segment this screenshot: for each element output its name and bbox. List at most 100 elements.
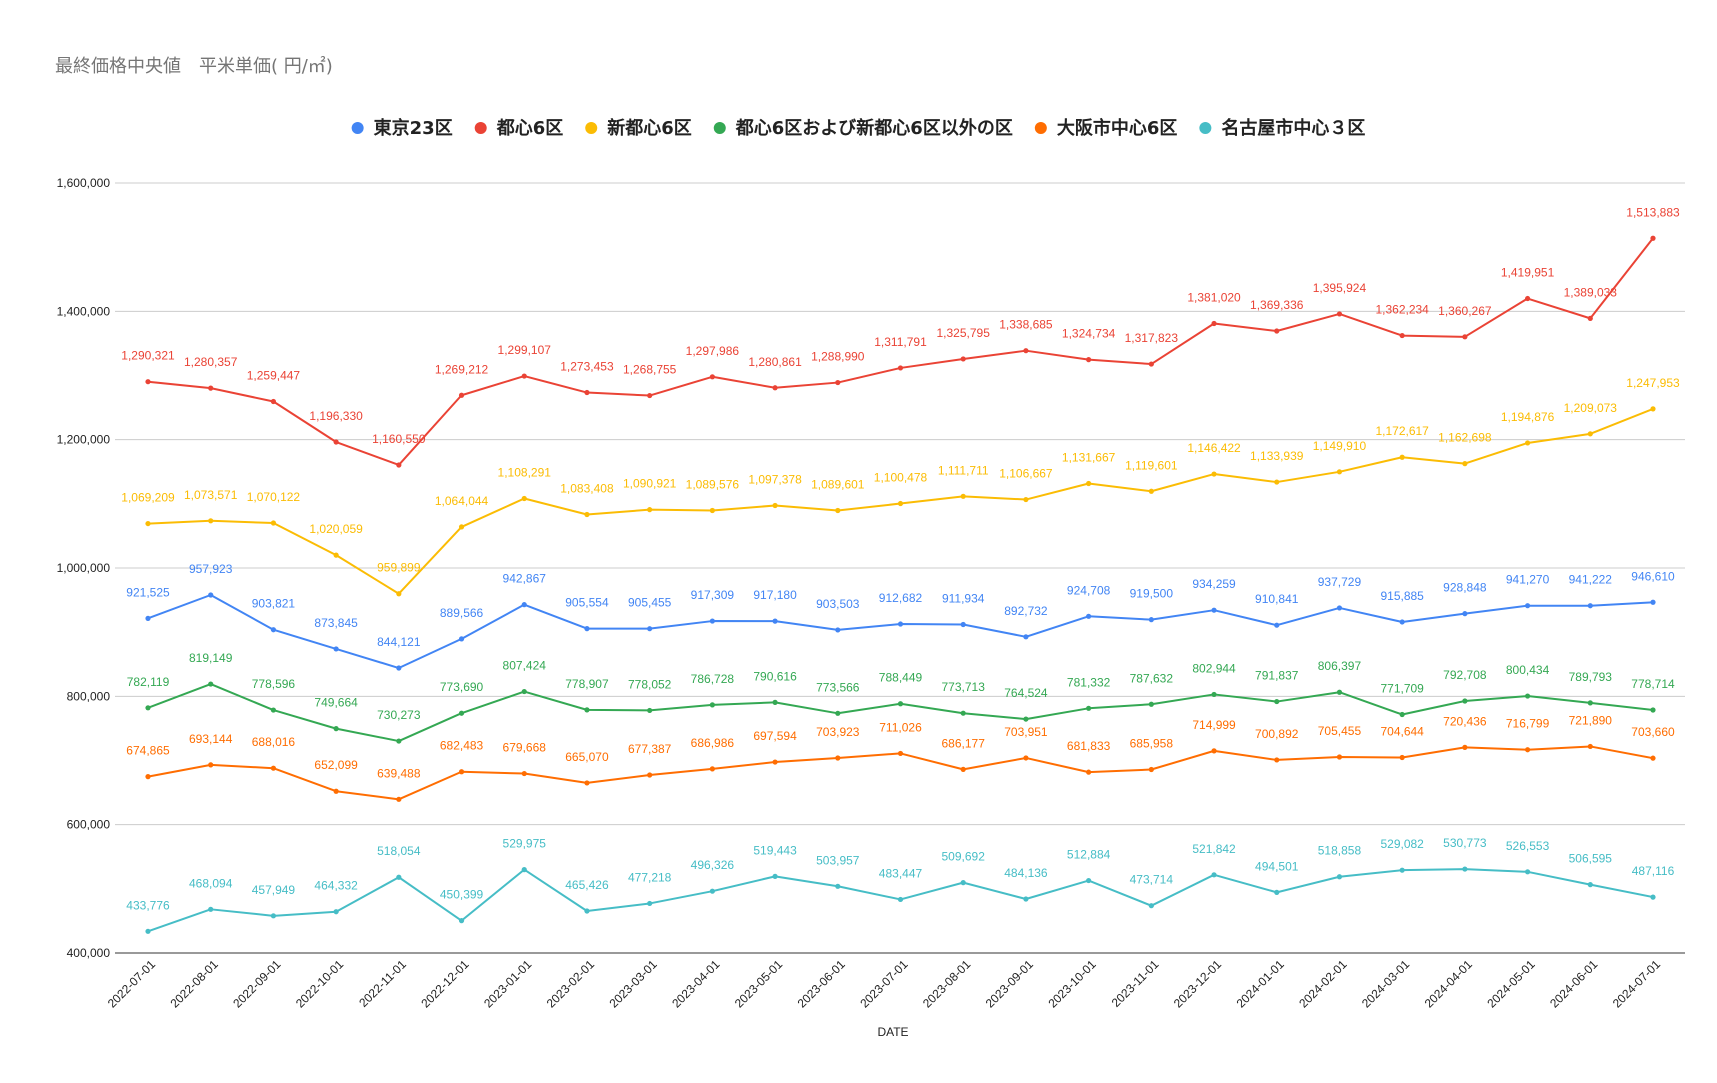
data-point[interactable] [897, 701, 904, 707]
data-point[interactable] [1587, 700, 1593, 706]
data-point[interactable] [772, 502, 778, 509]
data-point[interactable] [396, 796, 402, 802]
data-point[interactable] [960, 880, 966, 886]
data-point[interactable] [145, 774, 151, 780]
data-point[interactable] [1086, 705, 1092, 711]
data-point[interactable] [396, 665, 402, 671]
data-point[interactable] [1650, 707, 1656, 713]
data-point[interactable] [1023, 634, 1029, 640]
data-point[interactable] [960, 621, 966, 628]
data-point[interactable] [897, 500, 904, 507]
data-point[interactable] [772, 759, 778, 765]
data-point[interactable] [270, 627, 277, 633]
data-point[interactable] [270, 398, 277, 405]
data-point[interactable] [521, 688, 527, 695]
data-point[interactable] [1524, 440, 1531, 446]
data-point[interactable] [709, 618, 715, 624]
data-point[interactable] [1587, 882, 1593, 888]
data-point[interactable] [333, 788, 339, 794]
data-point[interactable] [835, 710, 841, 716]
data-point[interactable] [1148, 361, 1154, 367]
legend-item[interactable]: 名古屋市中心３区 [1199, 117, 1365, 139]
data-point[interactable] [960, 493, 966, 499]
data-point[interactable] [709, 766, 715, 772]
data-point[interactable] [1399, 332, 1405, 339]
data-point[interactable] [1211, 320, 1217, 327]
data-point[interactable] [1524, 747, 1531, 753]
data-point[interactable] [521, 602, 527, 608]
data-point[interactable] [584, 780, 590, 786]
data-point[interactable] [709, 702, 715, 708]
data-point[interactable] [270, 913, 277, 919]
data-point[interactable] [1023, 496, 1029, 503]
data-point[interactable] [1211, 748, 1217, 754]
data-point[interactable] [1086, 357, 1092, 363]
data-point[interactable] [709, 374, 715, 380]
data-point[interactable] [772, 873, 778, 879]
data-point[interactable] [333, 909, 339, 915]
data-point[interactable] [1587, 431, 1593, 437]
data-point[interactable] [1650, 755, 1656, 761]
data-point[interactable] [521, 373, 527, 379]
data-point[interactable] [521, 866, 527, 873]
data-point[interactable] [1462, 461, 1468, 467]
data-point[interactable] [897, 365, 904, 371]
data-point[interactable] [647, 507, 653, 513]
data-point[interactable] [584, 626, 590, 632]
data-point[interactable] [333, 439, 339, 445]
data-point[interactable] [458, 524, 465, 530]
data-point[interactable] [521, 770, 527, 777]
data-point[interactable] [1650, 894, 1656, 900]
data-point[interactable] [1587, 315, 1593, 321]
data-point[interactable] [396, 462, 402, 468]
data-point[interactable] [1274, 622, 1280, 628]
data-point[interactable] [458, 918, 465, 924]
data-point[interactable] [584, 511, 590, 518]
data-point[interactable] [960, 356, 966, 362]
data-point[interactable] [1023, 896, 1029, 902]
data-point[interactable] [1086, 769, 1092, 775]
legend-item[interactable]: 新都心6区 [585, 117, 692, 139]
data-point[interactable] [835, 507, 841, 514]
data-point[interactable] [208, 518, 214, 524]
data-point[interactable] [772, 618, 778, 624]
data-point[interactable] [1336, 874, 1343, 880]
data-point[interactable] [1587, 743, 1593, 750]
data-point[interactable] [145, 928, 151, 934]
data-point[interactable] [145, 520, 151, 527]
data-point[interactable] [1462, 744, 1468, 750]
legend-item[interactable]: 大阪市中心6区 [1034, 117, 1178, 139]
legend-item[interactable]: 東京23区 [351, 117, 453, 139]
data-point[interactable] [1650, 406, 1656, 412]
data-point[interactable] [333, 646, 339, 652]
data-point[interactable] [396, 738, 402, 744]
data-point[interactable] [1274, 889, 1280, 895]
data-point[interactable] [1524, 295, 1531, 302]
data-point[interactable] [1274, 328, 1280, 334]
data-point[interactable] [647, 626, 653, 632]
data-point[interactable] [709, 507, 715, 514]
data-point[interactable] [270, 707, 277, 713]
data-point[interactable] [1148, 617, 1154, 623]
data-point[interactable] [1274, 698, 1280, 705]
data-point[interactable] [208, 592, 214, 598]
data-point[interactable] [1650, 235, 1656, 241]
data-point[interactable] [897, 621, 904, 627]
data-point[interactable] [835, 883, 841, 889]
data-point[interactable] [1399, 619, 1405, 625]
legend-item[interactable]: 都心6区および新都心6区以外の区 [713, 117, 1013, 139]
data-point[interactable] [647, 707, 653, 714]
data-point[interactable] [1274, 757, 1280, 763]
data-point[interactable] [1336, 311, 1343, 317]
data-point[interactable] [1336, 469, 1343, 475]
data-point[interactable] [1587, 603, 1593, 609]
data-point[interactable] [1086, 613, 1092, 619]
data-point[interactable] [584, 908, 590, 914]
legend-item[interactable]: 都心6区 [474, 118, 564, 139]
data-point[interactable] [1462, 698, 1468, 704]
data-point[interactable] [1336, 605, 1343, 611]
data-point[interactable] [208, 906, 214, 912]
data-point[interactable] [835, 379, 841, 386]
data-point[interactable] [1650, 599, 1656, 605]
data-point[interactable] [772, 699, 778, 705]
